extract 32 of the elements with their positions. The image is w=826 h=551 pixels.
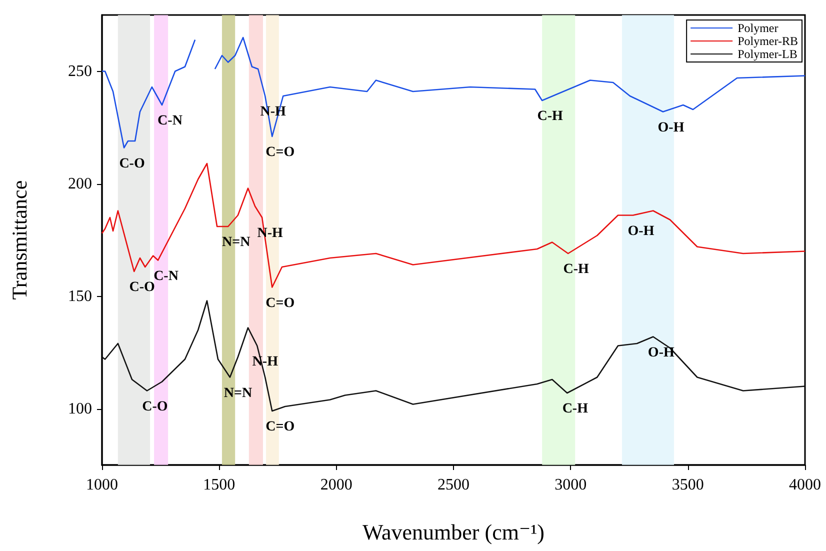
y-tick-label: 250 xyxy=(68,62,92,80)
x-tick-label: 1000 xyxy=(86,476,118,494)
annotation: N=N xyxy=(222,235,250,250)
legend-label: Polymer-LB xyxy=(738,47,798,61)
annotation: C-O xyxy=(129,280,156,295)
annotation: C=O xyxy=(266,296,295,311)
annotation: C-N xyxy=(158,114,182,128)
y-tick-label: 100 xyxy=(68,400,92,418)
x-tick-label: 2000 xyxy=(320,476,352,494)
annotation: C=O xyxy=(266,145,295,160)
annotation: C=O xyxy=(266,420,295,434)
annotation: O-H xyxy=(658,120,684,136)
annotation: C-N xyxy=(154,268,178,284)
y-tick-label: 150 xyxy=(68,288,92,305)
annotation: C-H xyxy=(537,109,564,124)
annotation: N=N xyxy=(224,386,252,401)
annotation: C-O xyxy=(142,399,168,414)
y-tick-label: 200 xyxy=(68,175,92,192)
x-axis-title: Wavenumber (cm⁻¹) xyxy=(362,520,544,544)
x-tick-label: 2500 xyxy=(438,476,470,494)
x-tick-label: 3500 xyxy=(672,476,704,494)
annotation: O-H xyxy=(628,224,654,239)
y-axis-title: Transmittance xyxy=(8,180,32,300)
x-tick-label: 3000 xyxy=(554,476,587,494)
annotation: O-H xyxy=(648,345,674,360)
legend-label: Polymer xyxy=(738,21,778,35)
annotation: C-O xyxy=(119,156,145,172)
annotation: C-H xyxy=(562,402,588,416)
x-tick-label: 4000 xyxy=(789,476,821,494)
x-tick-label: 1500 xyxy=(203,476,236,494)
annotation: C-H xyxy=(563,262,590,277)
legend-label: Polymer-RB xyxy=(738,34,798,48)
